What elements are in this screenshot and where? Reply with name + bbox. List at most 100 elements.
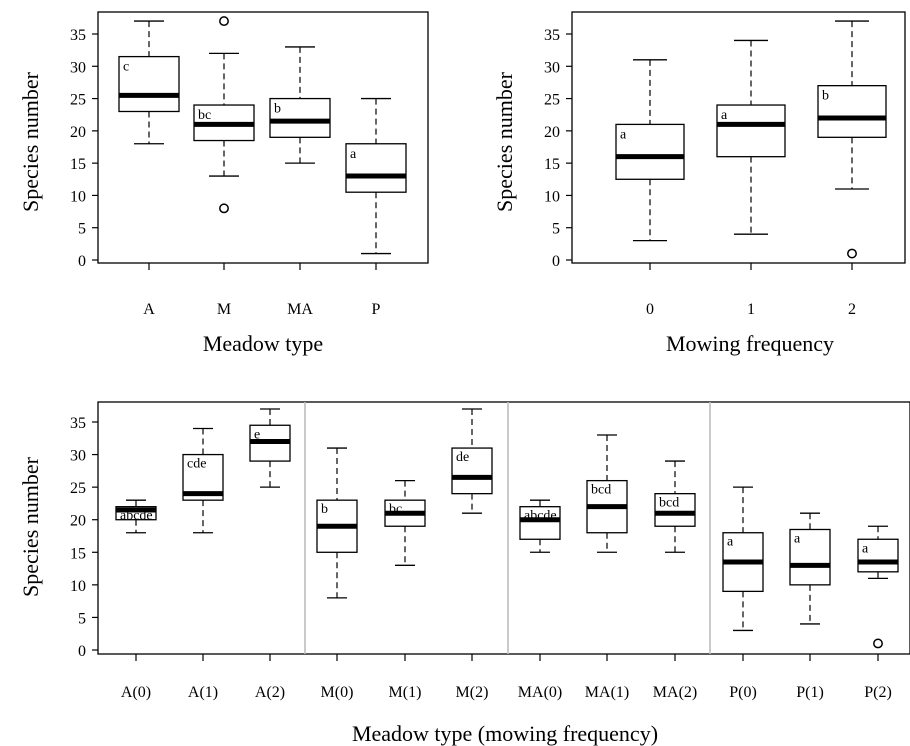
- y-tick-label: 5: [552, 221, 560, 238]
- y-tick-label: 30: [70, 448, 86, 465]
- x-tick-label: 1: [747, 301, 755, 318]
- x-tick-label: A: [143, 301, 155, 318]
- plot-frame: [571, 11, 906, 264]
- iqr-box: [857, 538, 899, 573]
- box-a: c: [118, 20, 180, 145]
- plot-frame: [97, 11, 429, 264]
- iqr-box: [269, 97, 331, 138]
- y-axis: 0 5 10 15 20 25 30 35: [70, 415, 98, 660]
- iqr-box: [615, 123, 685, 180]
- x-tick-label: M(0): [321, 684, 354, 701]
- iqr-box: [345, 143, 407, 193]
- box-ma: b: [269, 46, 331, 164]
- x-tick-label: MA(1): [585, 684, 629, 701]
- y-tick-label: 0: [78, 253, 86, 270]
- outlier-point: [873, 638, 883, 649]
- y-tick-label: 5: [78, 610, 86, 627]
- box-a2: e: [249, 408, 291, 488]
- y-tick-label: 30: [544, 59, 560, 76]
- plot-frame: [97, 401, 910, 655]
- panel-mowing-frequency: 0 5 10 15 20 25 30 35 a a b 0 1 2 Species number Mo…: [492, 11, 906, 356]
- significance-letter: b: [822, 89, 829, 104]
- y-tick-label: 35: [544, 27, 560, 44]
- y-tick-label: 15: [70, 156, 86, 173]
- significance-letter: e: [254, 427, 260, 442]
- y-tick-label: 10: [70, 188, 86, 205]
- significance-letter: de: [456, 450, 469, 465]
- y-tick-label: 35: [70, 415, 86, 432]
- x-axis: A(0) A(1) A(2) M(0) M(1) M(2) MA(0) MA(1) MA(2) P…: [121, 654, 892, 701]
- significance-letter: bc: [389, 502, 402, 517]
- box-p2: a: [857, 525, 899, 649]
- y-tick-label: 30: [70, 59, 86, 76]
- y-tick-label: 25: [544, 92, 560, 109]
- y-tick-label: 5: [78, 221, 86, 238]
- x-tick-label: P(2): [864, 684, 892, 701]
- significance-letter: abcde: [524, 509, 557, 524]
- outlier-point: [219, 203, 229, 214]
- y-tick-label: 15: [544, 156, 560, 173]
- group-dividers: [304, 402, 711, 654]
- significance-letter: b: [274, 102, 281, 117]
- y-tick-label: 0: [552, 253, 560, 270]
- boxes: abcde cde e b bc de abcde bcd bcd a a a: [115, 408, 899, 649]
- boxes: a a b: [615, 20, 887, 259]
- box-a1: cde: [182, 427, 224, 534]
- x-axis: 0 1 2: [646, 263, 856, 318]
- iqr-box: [519, 506, 561, 540]
- y-axis-title: Species number: [492, 71, 517, 212]
- x-tick-label: M: [217, 301, 231, 318]
- x-axis-title: Mowing frequency: [666, 331, 834, 356]
- x-tick-label: 0: [646, 301, 654, 318]
- box-ma2: bcd: [654, 460, 696, 553]
- significance-letter: a: [862, 541, 869, 556]
- x-axis-title: Meadow type (mowing frequency): [352, 721, 658, 746]
- x-tick-label: A(2): [255, 684, 285, 701]
- y-axis-title: Species number: [18, 456, 43, 597]
- x-tick-label: P(0): [729, 684, 757, 701]
- box-m1: bc: [384, 479, 426, 566]
- panel-meadow-type: 0 5 10 15 20 25 30 35 c bc b a A M MA P Species numbe…: [18, 11, 429, 356]
- x-tick-label: P(1): [796, 684, 824, 701]
- y-tick-label: 20: [544, 124, 560, 141]
- x-tick-label: A(1): [188, 684, 218, 701]
- y-tick-label: 20: [70, 124, 86, 141]
- y-axis: 0 5 10 15 20 25 30 35: [544, 27, 572, 270]
- box-m2: de: [451, 408, 493, 514]
- y-tick-label: 0: [78, 643, 86, 660]
- box-p0: a: [722, 486, 764, 632]
- box-m0: b: [316, 447, 358, 599]
- significance-letter: a: [794, 531, 801, 546]
- x-tick-label: A(0): [121, 684, 151, 701]
- x-tick-label: M(2): [456, 684, 489, 701]
- box-ma0: abcde: [519, 499, 561, 553]
- significance-letter: c: [123, 60, 129, 75]
- significance-letter: bc: [198, 108, 211, 123]
- significance-letter: cde: [187, 457, 206, 472]
- box-1: a: [716, 39, 786, 235]
- significance-letter: b: [321, 502, 328, 517]
- significance-letter: a: [350, 147, 357, 162]
- x-tick-label: MA: [287, 301, 313, 318]
- x-tick-label: MA(0): [518, 684, 562, 701]
- box-m: bc: [193, 16, 255, 214]
- significance-letter: bcd: [591, 483, 611, 498]
- box-a0: abcde: [115, 499, 157, 534]
- x-axis-title: Meadow type: [203, 331, 323, 356]
- y-tick-label: 25: [70, 92, 86, 109]
- x-tick-label: M(1): [389, 684, 422, 701]
- x-tick-label: MA(2): [653, 684, 697, 701]
- box-ma1: bcd: [586, 434, 628, 553]
- x-axis: A M MA P: [143, 263, 381, 318]
- y-tick-label: 10: [70, 578, 86, 595]
- box-p1: a: [789, 512, 831, 625]
- outlier-point: [847, 248, 857, 259]
- box-0: a: [615, 59, 685, 242]
- panel-meadow-type-mowing: 0 5 10 15 20 25 30 35 abcde cde e b bc de abcde bcd bcd…: [18, 401, 910, 746]
- significance-letter: bcd: [659, 496, 679, 511]
- boxes: c bc b a: [118, 16, 407, 255]
- iqr-box: [654, 493, 696, 527]
- iqr-box: [817, 85, 887, 138]
- significance-letter: a: [721, 108, 728, 123]
